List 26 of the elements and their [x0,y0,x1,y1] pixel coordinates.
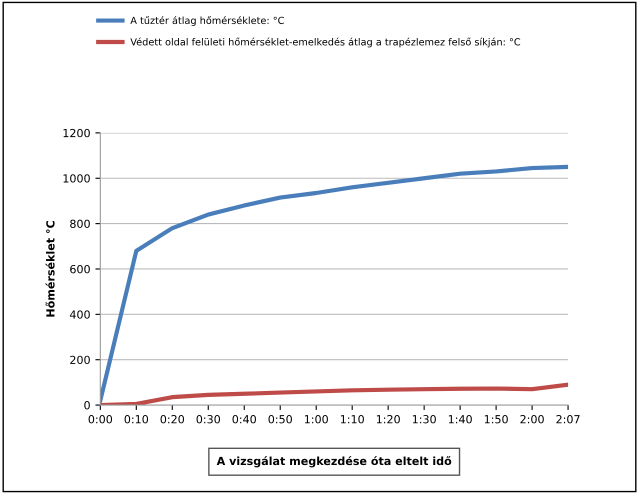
x-tick-label: 2:00 [520,415,544,424]
x-tick-label: 0:10 [124,415,148,424]
x-tick-label: 0:30 [196,415,220,424]
line-series [100,164,568,403]
y-tick-label: 0 [84,401,90,410]
x-tick-label: 1:20 [376,415,400,424]
x-tick-label: 0:20 [160,415,184,424]
x-tick-label: 0:50 [268,415,292,424]
y-tick-label: 200 [70,356,90,364]
x-tick-label: 0:00 [88,415,112,424]
y-tick-label: 1200 [64,128,90,138]
x-tick-label: 0:40 [232,415,256,424]
x-tick-label: 1:50 [484,415,508,424]
y-tick-label: 800 [70,220,90,228]
legend-label: A tűztér átlag hőmérséklete: °C [130,16,284,26]
legend-label: Védett oldal felületi hőmérséklet-emelkedés átlag a trapézlemez felső síkján: °C [130,38,520,48]
x-axis-title: A vizsgálat megkezdése óta eltelt idő [216,456,452,468]
y-axis-title: Hőmérséklet °C [46,221,55,317]
y-tick-label: 1000 [64,174,90,183]
y-tick-label: 600 [70,264,90,274]
x-tick-label: 1:00 [304,415,328,424]
x-tick-label: 2:07 [556,415,580,424]
x-tick-label: 1:30 [412,415,436,424]
x-tick-label: 1:10 [340,415,364,424]
x-tick-label: 1:40 [448,415,472,424]
y-tick-label: 400 [70,310,90,319]
